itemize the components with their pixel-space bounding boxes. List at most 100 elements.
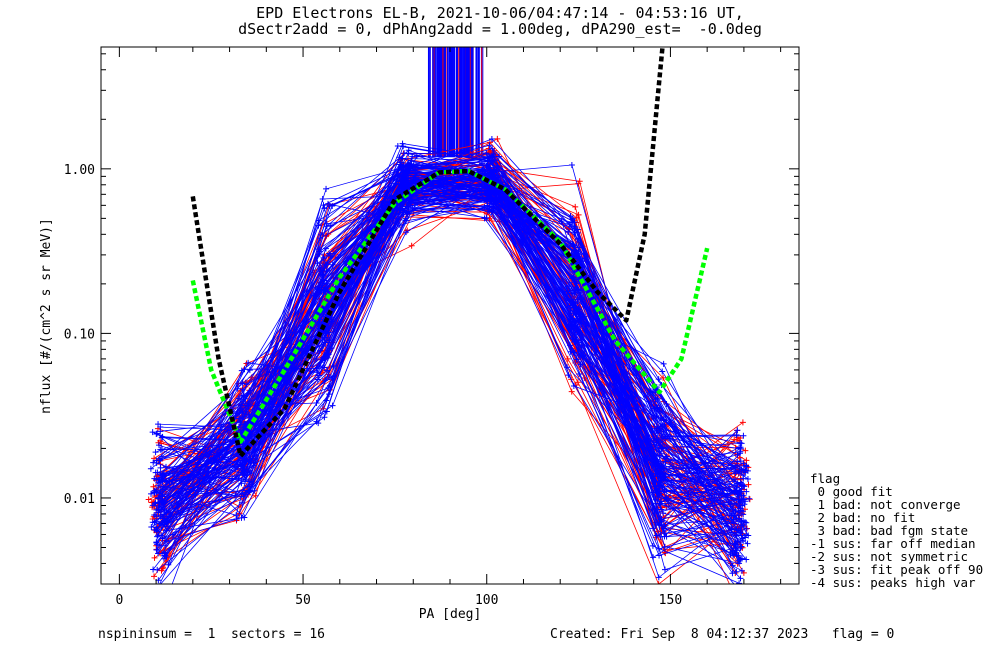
data-point (154, 532, 161, 539)
data-point (660, 469, 667, 476)
data-point (151, 500, 158, 507)
y-tick-label: 0.01 (64, 492, 95, 507)
data-point (744, 540, 751, 547)
data-point (153, 476, 160, 483)
data-point (150, 483, 157, 490)
series-line (152, 160, 741, 502)
legend-entry: -4 sus: peaks high var (810, 575, 976, 590)
data-point (158, 497, 165, 504)
data-point (579, 352, 586, 359)
data-point (661, 421, 668, 428)
data-point (487, 167, 494, 174)
series-line (161, 174, 749, 496)
series-line (162, 172, 743, 537)
data-point (151, 511, 158, 518)
data-point (151, 554, 158, 561)
data-point (405, 147, 412, 154)
data-point (653, 532, 660, 539)
data-point (577, 353, 584, 360)
data-point (740, 432, 747, 439)
data-point (161, 507, 168, 514)
data-point (737, 497, 744, 504)
data-point (403, 229, 410, 236)
data-point (481, 167, 488, 174)
data-point (739, 502, 746, 509)
data-point (153, 539, 160, 546)
series-line (158, 179, 737, 530)
data-point (574, 379, 581, 386)
data-point (151, 526, 158, 533)
data-point (241, 514, 248, 521)
data-point (323, 367, 330, 374)
legend-entry: -1 sus: far off median (810, 536, 976, 551)
data-point (734, 458, 741, 465)
series-line (160, 178, 739, 521)
data-point (330, 373, 337, 380)
data-point (481, 215, 488, 222)
data-point (660, 416, 667, 423)
data-point (651, 505, 658, 512)
data-point (323, 220, 330, 227)
data-point (240, 392, 247, 399)
data-point (661, 530, 668, 537)
data-point (399, 209, 406, 216)
legend-entry: 3 bad: bad fgm state (810, 523, 969, 538)
data-point (399, 140, 406, 147)
data-point (744, 476, 751, 483)
data-point (151, 488, 158, 495)
data-point (408, 157, 415, 164)
data-point (488, 136, 495, 143)
data-point (745, 481, 752, 488)
data-point (157, 508, 164, 515)
data-point (155, 502, 162, 509)
series-line (158, 192, 742, 498)
data-point (733, 431, 740, 438)
data-point (495, 153, 502, 160)
x-tick-label: 100 (475, 593, 498, 608)
data-point (147, 465, 154, 472)
data-point (148, 523, 155, 530)
data-point (313, 399, 320, 406)
data-point (558, 218, 565, 225)
data-point (484, 202, 491, 209)
data-point (746, 496, 753, 503)
series-line (166, 199, 749, 542)
series-line (154, 190, 742, 547)
data-point (153, 586, 159, 592)
data-point (572, 203, 579, 210)
fit-curves-layer (190, 47, 710, 459)
data-point (743, 519, 750, 526)
data-point (157, 583, 159, 584)
data-point (729, 570, 736, 577)
data-point (656, 482, 663, 489)
data-point (738, 522, 745, 529)
data-point (485, 171, 492, 178)
data-point (660, 510, 667, 517)
data-point (574, 226, 581, 233)
data-point (565, 372, 572, 379)
data-point (655, 581, 662, 584)
data-point (399, 155, 406, 162)
data-point (402, 169, 409, 176)
x-tick-label: 0 (115, 593, 123, 608)
data-point (240, 493, 247, 500)
data-point (324, 287, 331, 294)
data-point (742, 447, 749, 454)
footer-created-info: Created: Fri Sep 8 04:12:37 2023 flag = … (550, 627, 895, 642)
data-point (162, 542, 169, 549)
data-point (152, 449, 159, 456)
data-point (569, 286, 576, 293)
legend-title: flag (810, 471, 841, 486)
data-point (238, 462, 245, 469)
data-point (239, 457, 246, 464)
data-point (575, 339, 582, 346)
data-point (740, 492, 747, 499)
data-point (576, 178, 583, 185)
data-point (737, 589, 743, 595)
data-point (241, 366, 248, 373)
data-point (738, 440, 745, 447)
data-point (320, 354, 327, 361)
series-line (153, 154, 740, 561)
data-point (487, 196, 494, 203)
